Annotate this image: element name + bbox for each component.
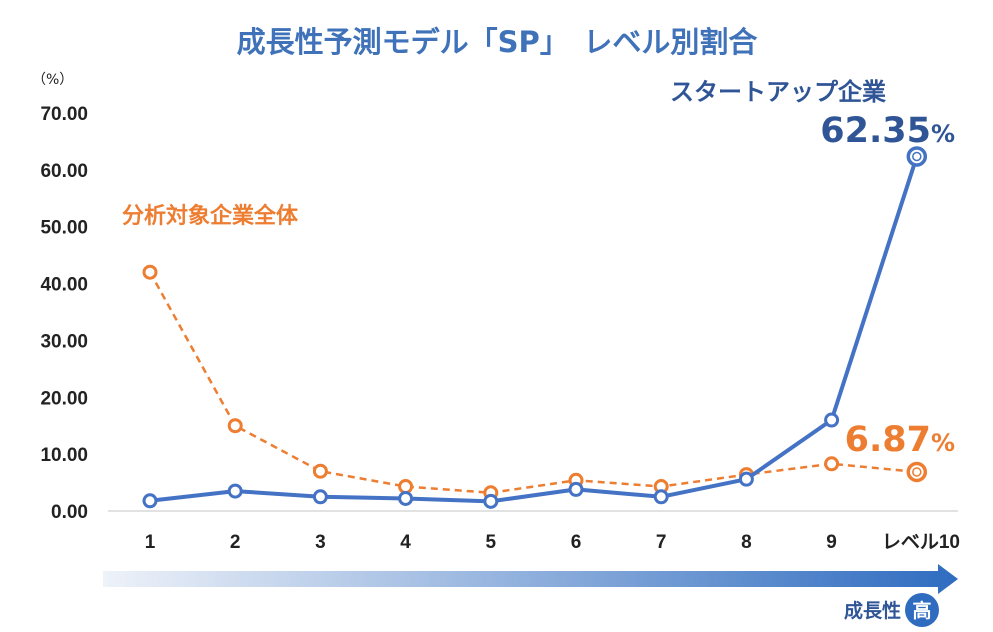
end-value-startups-number: 62.35 xyxy=(820,111,931,151)
y-axis-ticks: 0.00 10.00 20.00 30.00 40.00 50.00 60.00 70.00 xyxy=(40,104,88,523)
x-tick-label: 3 xyxy=(315,532,326,553)
y-tick-label: 0.00 xyxy=(51,502,88,523)
series-label-all-companies: 分析対象企業全体 xyxy=(122,203,299,229)
end-value-all-companies-number: 6.87 xyxy=(845,420,931,460)
x-tick-label: 7 xyxy=(656,532,667,553)
growth-arrow-icon xyxy=(103,564,958,594)
x-tick-label: 8 xyxy=(741,532,752,553)
data-point xyxy=(906,461,928,483)
series-all-companies xyxy=(142,264,928,501)
chart-title: 成長性予測モデル「SP」 レベル別割合 xyxy=(237,25,758,59)
data-point xyxy=(568,481,584,497)
high-badge-text: 高 xyxy=(912,599,931,622)
x-tick-label: レベル10 xyxy=(882,532,960,553)
y-tick-label: 50.00 xyxy=(40,218,88,239)
growth-label: 成長性 xyxy=(844,599,901,622)
data-point xyxy=(738,471,754,487)
y-tick-label: 60.00 xyxy=(40,161,88,182)
data-point xyxy=(824,412,840,428)
data-point xyxy=(824,456,840,472)
y-unit-label: （%） xyxy=(32,72,73,88)
end-value-all-companies-unit: % xyxy=(931,429,955,457)
data-point xyxy=(312,463,328,479)
x-tick-label: 4 xyxy=(400,532,411,553)
data-point xyxy=(483,493,499,509)
y-tick-label: 40.00 xyxy=(40,275,88,296)
end-value-all-companies: 6.87% xyxy=(845,420,955,460)
data-point-inner-ring xyxy=(912,467,922,477)
y-tick-label: 20.00 xyxy=(40,388,88,409)
end-value-startups-unit: % xyxy=(931,120,955,148)
x-tick-label: 6 xyxy=(571,532,582,553)
series-layer xyxy=(142,146,928,509)
series-label-startups: スタートアップ企業 xyxy=(670,78,886,106)
data-point xyxy=(142,493,158,509)
data-point xyxy=(227,418,243,434)
data-point xyxy=(142,264,158,280)
y-tick-label: 70.00 xyxy=(40,104,88,125)
data-point xyxy=(906,146,928,167)
x-tick-label: 5 xyxy=(486,532,497,553)
series-startups xyxy=(142,146,928,509)
data-point xyxy=(398,490,414,506)
x-tick-label: 2 xyxy=(230,532,241,553)
high-badge xyxy=(905,593,939,627)
data-point-inner-ring xyxy=(912,151,922,162)
x-tick-label: 9 xyxy=(826,532,837,553)
y-tick-label: 30.00 xyxy=(40,331,88,352)
end-value-startups: 62.35% xyxy=(820,111,955,151)
y-tick-label: 10.00 xyxy=(40,445,88,466)
x-tick-label: 1 xyxy=(145,532,156,553)
data-point xyxy=(227,483,243,499)
series-line xyxy=(149,155,919,504)
data-point xyxy=(312,489,328,505)
x-axis-ticks: 1 2 3 4 5 6 7 8 9 レベル10 xyxy=(145,532,960,553)
series-line xyxy=(148,271,917,495)
data-point xyxy=(398,479,414,495)
data-point xyxy=(653,489,669,505)
